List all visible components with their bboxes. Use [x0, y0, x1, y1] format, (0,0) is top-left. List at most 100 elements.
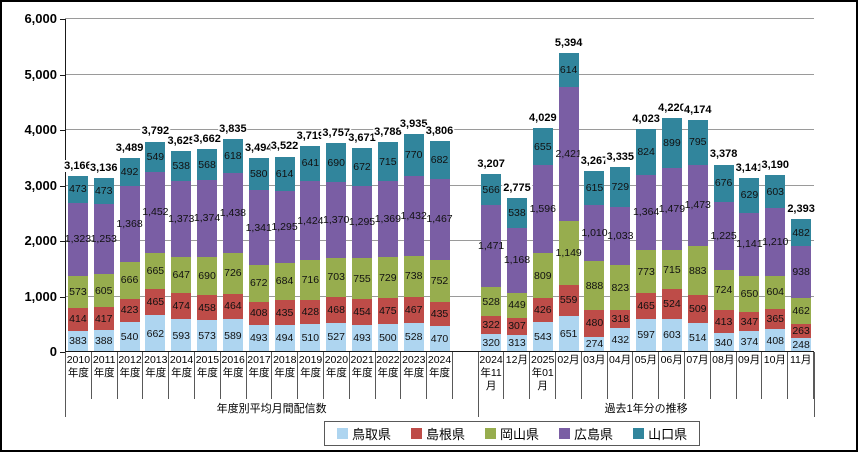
x-tick-label: 2011年度 [92, 352, 118, 399]
segment-value-label: 703 [327, 271, 345, 284]
x-tick-label: 02月 [556, 352, 582, 399]
bar-segment-広島県: 1,295 [348, 185, 376, 258]
bar-segment-島根県: 435 [274, 300, 295, 325]
segment-value-label: 1,467 [426, 213, 453, 226]
spacer-cell [452, 19, 478, 352]
bar-segment-鳥取県: 408 [765, 329, 786, 352]
bar-segment-岡山県: 528 [481, 287, 502, 317]
bar-segment-島根県: 318 [610, 310, 631, 329]
bar-segment-島根県: 467 [403, 296, 424, 323]
segment-value-label: 752 [430, 274, 449, 287]
bar-total-label: 4,220 [657, 101, 687, 114]
bar-cell: 432 318 823 1,033 729 3,335 [605, 19, 636, 352]
bar-segment-鳥取県: 340 [713, 333, 734, 352]
segment-value-label: 423 [120, 304, 139, 317]
bar-segment-山口県: 614 [558, 52, 579, 87]
x-tick-label: 2022年度 [376, 352, 402, 399]
bar-segment-広島県: 1,225 [710, 202, 737, 271]
bar-segment-広島県: 1,364 [633, 174, 659, 251]
segment-value-label: 605 [94, 284, 113, 297]
bar-cell: 573 458 690 1,374 568 3,662 [192, 19, 222, 352]
bar-segment-広島県: 1,374 [194, 180, 220, 257]
segment-value-label: 408 [766, 334, 785, 347]
bar-segment-岡山県: 888 [584, 260, 605, 311]
segment-value-label: 1,370 [323, 213, 350, 226]
bar-segment-島根県: 480 [584, 310, 605, 337]
segment-value-label: 514 [689, 331, 707, 344]
stacked-bar: 248 263 462 938 482 [791, 19, 812, 352]
segment-value-label: 374 [740, 335, 759, 348]
segment-value-label: 715 [663, 263, 681, 276]
segment-value-label: 1,368 [116, 217, 143, 230]
bar-segment-山口県: 899 [661, 117, 682, 168]
bar-cell: 388 417 605 1,253 473 3,136 [88, 19, 119, 352]
segment-value-label: 470 [430, 332, 449, 345]
bar-segment-鳥取県: 603 [661, 318, 682, 352]
segment-value-label: 1,473 [684, 199, 711, 212]
bar-segment-岡山県: 738 [403, 255, 424, 297]
stacked-bar: 528 467 738 1,432 770 [401, 19, 427, 352]
bar-segment-島根県: 428 [300, 299, 321, 324]
segment-value-label: 580 [249, 167, 268, 180]
legend-item: 鳥取県 [337, 424, 391, 443]
bar-segment-広島県: 938 [791, 245, 812, 299]
segment-value-label: 666 [120, 273, 139, 286]
segment-value-label: 1,341 [245, 221, 272, 234]
x-tick-label: 03月 [582, 352, 608, 399]
bar-segment-広島県: 1,471 [478, 205, 504, 288]
bar-total-label: 3,207 [476, 157, 506, 171]
bar-segment-島根県: 408 [248, 302, 269, 325]
bar-total-label: 3,136 [88, 161, 119, 174]
bar-segment-鳥取県: 528 [403, 322, 424, 352]
segment-value-label: 684 [275, 275, 294, 288]
segment-value-label: 263 [792, 324, 810, 337]
segment-value-label: 1,295 [348, 215, 376, 228]
stacked-bar: 340 413 724 1,225 676 [710, 19, 737, 352]
x-tick-label: 2024年度 [427, 352, 453, 399]
segment-value-label: 566 [482, 183, 500, 196]
bar-segment-山口県: 795 [687, 120, 708, 165]
bar-total-label: 3,835 [218, 123, 248, 136]
bar-segment-広島県: 1,467 [426, 178, 453, 261]
bar-segment-山口県: 641 [300, 145, 321, 182]
bar-segment-島根県: 307 [506, 317, 527, 335]
segment-value-label: 414 [69, 313, 87, 326]
x-tick-label: 09月 [737, 352, 763, 399]
segment-value-label: 823 [611, 281, 630, 294]
bar-segment-鳥取県: 662 [145, 315, 166, 352]
segment-value-label: 716 [301, 273, 320, 286]
segment-value-label: 729 [611, 180, 630, 193]
segment-value-label: 1,168 [503, 254, 531, 267]
legend-swatch-icon [559, 428, 571, 439]
segment-value-label: 1,149 [555, 246, 582, 259]
stacked-bar: 543 426 809 1,596 655 [530, 19, 556, 352]
group-divider-line [814, 352, 815, 417]
y-tick-label: 1,000 [24, 288, 57, 304]
segment-value-label: 1,424 [297, 214, 324, 227]
bar-segment-岡山県: 724 [713, 270, 734, 311]
bar-total-label: 3,719 [295, 129, 326, 142]
bar-total-label: 4,174 [683, 104, 713, 117]
x-tick-label: 11月 [788, 352, 815, 399]
bar-segment-島根県: 524 [661, 289, 682, 319]
bar-segment-岡山県: 726 [222, 253, 243, 294]
segment-value-label: 1,323 [64, 233, 92, 246]
bar-group: 320 322 528 1,471 566 3,207 313 307 449 1,168 538 2… [476, 19, 816, 352]
bar-cell: 514 509 883 1,473 795 4,174 [683, 19, 713, 352]
segment-value-label: 365 [766, 312, 785, 325]
segment-value-label: 248 [792, 338, 810, 351]
stacked-bar: 374 347 650 1,141 629 [736, 19, 763, 352]
segment-value-label: 458 [198, 301, 216, 314]
segment-value-label: 655 [534, 140, 552, 153]
x-axis-line [65, 351, 814, 352]
bar-segment-島根県: 559 [558, 284, 579, 316]
segment-value-label: 527 [327, 331, 345, 344]
bar-total-label: 3,792 [140, 125, 171, 138]
bar-segment-岡山県: 823 [610, 264, 631, 311]
bar-segment-岡山県: 604 [765, 275, 786, 310]
segment-value-label: 726 [224, 267, 242, 280]
bar-segment-鳥取県: 313 [506, 334, 527, 352]
bar-segment-山口県: 629 [739, 177, 760, 213]
bar-segment-岡山県: 809 [532, 253, 553, 299]
y-tick-label: 4,000 [24, 122, 57, 137]
